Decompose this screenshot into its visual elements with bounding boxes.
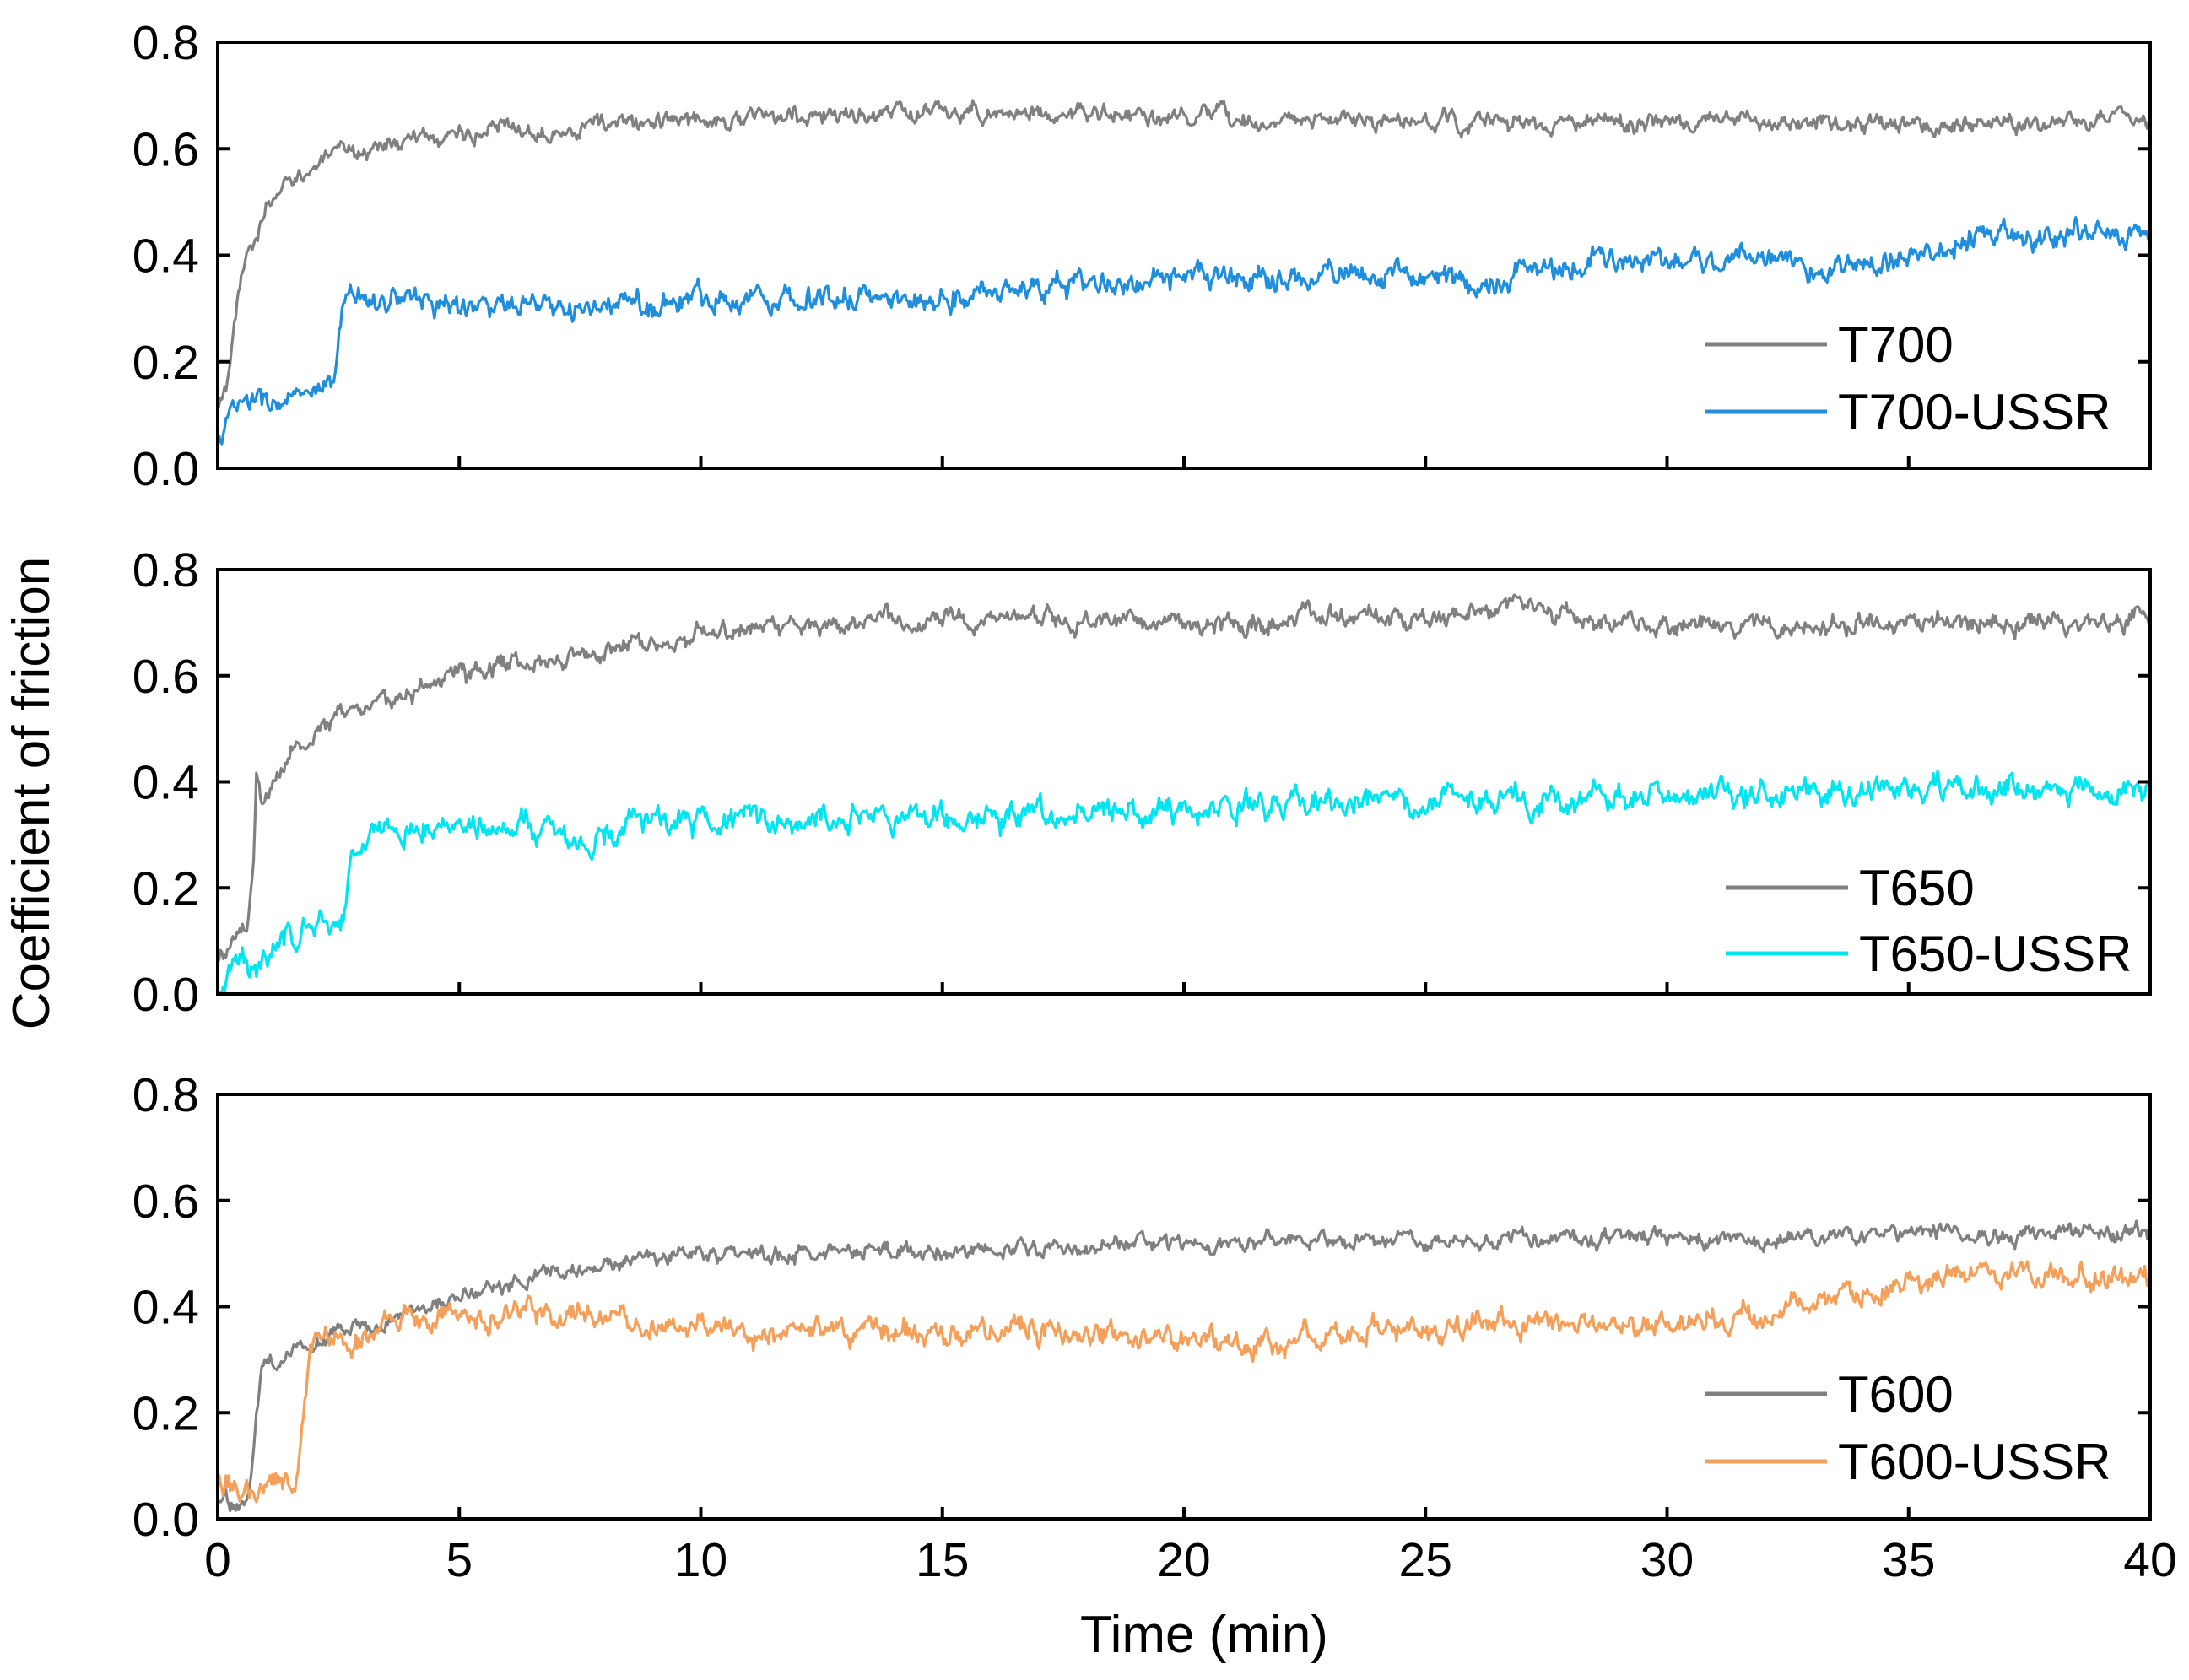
panel-top: 0.0 0.2 0.4 0.6 0.8 T700 T700-USSR <box>132 16 2152 496</box>
x-tick-label: 20 <box>1157 1533 1210 1587</box>
legend-label: T700 <box>1838 316 1954 373</box>
y-tick-label: 0.8 <box>132 1068 199 1122</box>
panels-group: 0.0 0.2 0.4 0.6 0.8 T700 T700-USSR 0.0 0.2 0.4 0.6… <box>132 16 2177 1587</box>
legend-label: T600 <box>1838 1366 1954 1423</box>
x-tick-label: 25 <box>1399 1533 1452 1587</box>
panel-middle: 0.0 0.2 0.4 0.6 0.8 T650 T650-USSR <box>132 543 2152 1022</box>
y-tick-label: 0.0 <box>132 442 199 496</box>
y-tick-label: 0.4 <box>132 756 199 810</box>
x-tick-label: 0 <box>204 1533 231 1587</box>
y-tick-label: 0.0 <box>132 968 199 1022</box>
y-tick-label: 0.2 <box>132 1386 199 1440</box>
y-tick-label: 0.6 <box>132 1175 199 1229</box>
y-tick-label: 0.6 <box>132 122 199 176</box>
x-axis-title: Time (min) <box>1080 1606 1328 1664</box>
x-tick-label: 5 <box>446 1533 473 1587</box>
series-t650-ussr <box>217 769 2152 995</box>
y-tick-label: 0.4 <box>132 230 199 284</box>
series-t700-ussr <box>216 216 2152 446</box>
y-tick-label: 0.0 <box>132 1493 199 1547</box>
series-t650 <box>216 593 2152 964</box>
x-tick-label: 10 <box>674 1533 727 1587</box>
series-t600-ussr <box>216 1260 2152 1504</box>
y-tick-label: 0.2 <box>132 336 199 390</box>
series-t700 <box>216 99 2152 412</box>
x-tick-label: 35 <box>1882 1533 1935 1587</box>
panel-bottom: 0.0 0.2 0.4 0.6 0.8 0 5 10 15 20 25 30 35 40 T600 T600-… <box>132 1068 2177 1587</box>
legend-label: T650 <box>1859 860 1975 916</box>
y-tick-label: 0.8 <box>132 16 199 70</box>
x-tick-label: 15 <box>916 1533 969 1587</box>
x-tick-label: 40 <box>2123 1533 2176 1587</box>
y-tick-label: 0.2 <box>132 862 199 916</box>
legend-label: T700-USSR <box>1838 384 2111 440</box>
x-tick-label: 30 <box>1640 1533 1694 1587</box>
legend-label: T650-USSR <box>1859 926 2132 982</box>
y-axis-title: Coefficient of friction <box>3 557 61 1030</box>
y-tick-label: 0.6 <box>132 650 199 704</box>
y-tick-label: 0.8 <box>132 543 199 597</box>
series-t600 <box>216 1219 2152 1513</box>
y-tick-label: 0.4 <box>132 1281 199 1335</box>
legend-label: T600-USSR <box>1838 1434 2111 1490</box>
